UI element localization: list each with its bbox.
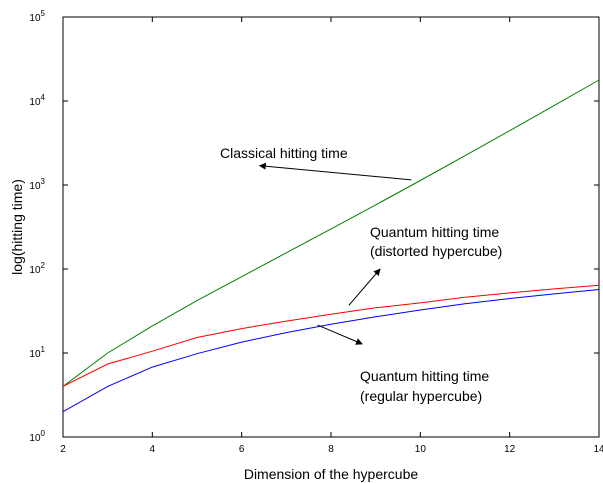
annotation-quantum-distorted-line-1: Quantum hitting time (370, 224, 499, 240)
x-tick-label: 8 (328, 444, 334, 455)
series-line-quantum-regular (62, 289, 600, 413)
annotation-arrow-quantum-distorted (348, 268, 381, 306)
x-tick-label: 6 (239, 444, 245, 455)
annotation-quantum-distorted-line-2: (distorted hypercube) (370, 243, 502, 259)
x-tick-label: 4 (150, 444, 156, 455)
x-tick-label: 12 (504, 444, 516, 455)
y-tick-label: 102 (29, 261, 45, 276)
annotation-quantum-regular-line-2: (regular hypercube) (360, 388, 482, 404)
series-line-quantum-distorted (62, 284, 600, 387)
x-tick-label: 2 (60, 444, 66, 455)
axis-ticks: 2 4 6 8 10 12 14 100 101 102 103 104 105 (29, 9, 603, 455)
y-axis-label: log(hitting time) (9, 179, 25, 275)
y-tick-label: 100 (29, 429, 45, 444)
series-line-classical (62, 79, 600, 387)
x-axis-label: Dimension of the hypercube (244, 466, 419, 482)
series-lines (62, 79, 600, 413)
annotation-arrow-quantum-regular (317, 324, 363, 345)
y-tick-label: 105 (29, 9, 45, 24)
annotation-arrow-classical (258, 162, 412, 181)
annotation-classical-line-1: Classical hitting time (220, 145, 348, 161)
plot-area (62, 16, 600, 438)
x-tick-label: 14 (593, 444, 603, 455)
y-tick-label: 104 (29, 93, 45, 108)
annotations: Classical hitting time Quantum hitting ti… (220, 145, 502, 404)
annotation-quantum-regular-line-1: Quantum hitting time (360, 368, 489, 384)
y-tick-label: 101 (29, 345, 45, 360)
y-tick-label: 103 (29, 177, 45, 192)
x-tick-label: 10 (415, 444, 427, 455)
